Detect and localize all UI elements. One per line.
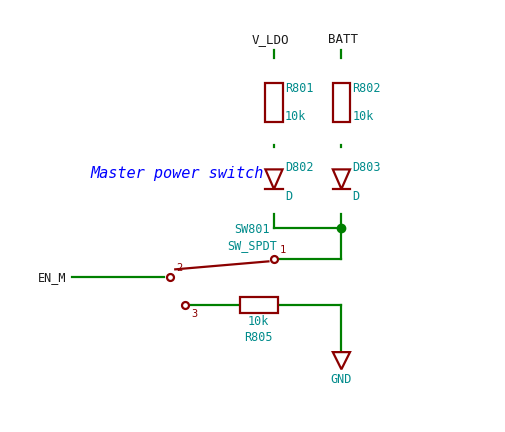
Text: D802: D802 (285, 161, 314, 174)
Text: SW801: SW801 (235, 222, 270, 235)
Text: D: D (285, 190, 292, 203)
Text: SW_SPDT: SW_SPDT (228, 238, 277, 251)
Bar (240, 297, 278, 313)
Text: 3: 3 (191, 308, 197, 318)
Polygon shape (333, 352, 350, 369)
Text: V_LDO: V_LDO (252, 33, 290, 46)
Text: GND: GND (331, 373, 352, 386)
Text: EN_M: EN_M (38, 271, 67, 284)
Text: R801: R801 (285, 82, 314, 95)
Text: 10k: 10k (248, 315, 269, 328)
Text: D: D (352, 190, 360, 203)
Text: R802: R802 (352, 82, 381, 95)
Polygon shape (265, 169, 282, 189)
Text: BATT: BATT (328, 33, 358, 46)
Polygon shape (333, 169, 350, 189)
Text: D803: D803 (352, 161, 381, 174)
Text: Master power switch: Master power switch (90, 165, 264, 181)
Text: 2: 2 (176, 263, 182, 273)
Text: R805: R805 (244, 330, 273, 344)
Text: 1: 1 (280, 245, 286, 254)
Text: 10k: 10k (285, 110, 307, 123)
Bar (333, 83, 350, 123)
Bar (265, 83, 282, 123)
Text: 10k: 10k (352, 110, 374, 123)
